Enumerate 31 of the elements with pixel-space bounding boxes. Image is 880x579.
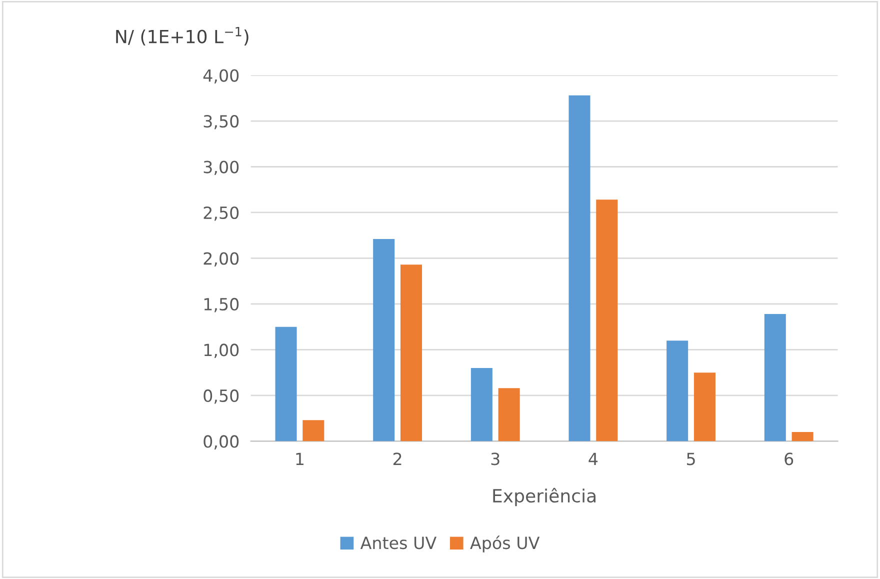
y-tick-label: 0,00 (204, 435, 239, 450)
y-tick-label: 2,00 (204, 252, 239, 267)
bar (302, 420, 324, 442)
bar (792, 432, 814, 442)
y-tick-label: 3,00 (204, 160, 239, 176)
y-tick-label: 2,50 (204, 206, 239, 221)
bar (373, 239, 395, 442)
y-tick-label: 1,50 (204, 298, 239, 312)
legend-label: Após UV (470, 536, 540, 552)
bar (400, 264, 422, 442)
y-tick-label: 1,00 (204, 344, 239, 358)
bar (498, 388, 520, 442)
x-axis-title: Experiência (493, 488, 596, 506)
x-tick-label: 4 (588, 452, 598, 465)
x-tick-label: 5 (687, 452, 695, 466)
bar (764, 314, 786, 442)
x-tick-label: 6 (784, 452, 794, 466)
x-tick-label: 2 (393, 452, 402, 465)
bar (568, 95, 590, 442)
bar (470, 368, 492, 442)
bar (694, 372, 716, 442)
y-tick-label: 3,50 (204, 114, 239, 130)
legend-label: Antes UV (360, 536, 436, 550)
bar (596, 200, 618, 442)
x-tick-label: 3 (491, 452, 500, 466)
bar (275, 326, 297, 442)
x-tick-label: 1 (296, 452, 304, 465)
bar (666, 340, 688, 442)
y-tick-label: 0,50 (204, 389, 239, 404)
y-tick-label: 4,00 (203, 69, 239, 84)
y-axis-title: N/ (1E+10 L$^{−1}$) (116, 27, 248, 46)
